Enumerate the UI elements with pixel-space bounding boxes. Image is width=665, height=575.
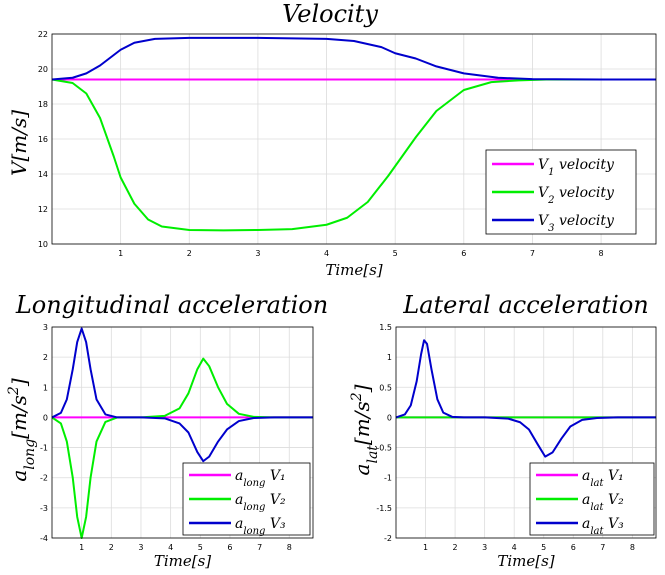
y-tick-label: -0.5 [376,444,392,453]
y-tick-label: 0.5 [379,383,392,392]
x-tick-label: 5 [541,543,546,552]
legend-entry-2: V2 velocity [538,185,615,206]
legend-entry-3: along V₃ [235,516,286,537]
series-line-3 [51,327,313,463]
legend-entry-2: along V₂ [235,492,286,513]
x-tick-label: 3 [138,543,143,552]
y-tick-label: 20 [38,65,48,74]
x-tick-label: 6 [571,543,576,552]
legend-entry-3: alat V₃ [582,516,624,537]
series-line-3 [395,339,656,458]
x-tick-label: 2 [109,543,114,552]
y-tick-label: 12 [38,205,48,214]
chart-vel: 1 2 3 4 5 6 7 810121416182022VelocityTime[s]V[m… [7,0,657,279]
x-tick-label: 8 [630,543,635,552]
y-tick-label: -1 [384,474,392,483]
y-tick-label: -2 [384,534,392,543]
x-tick-label: 1 [423,543,428,552]
legend: along V₁ along V₂ along V₃ [182,462,311,537]
series-line-2 [51,357,313,539]
chart-title: Lateral acceleration [402,291,648,319]
x-tick-label: 3 [482,543,487,552]
y-tick-label: 1 [387,353,392,362]
legend-entry-1: V1 velocity [538,157,615,178]
plot-frame [395,326,657,539]
legend-entry-1: alat V₁ [582,468,624,489]
x-tick-label: 7 [257,543,262,552]
y-tick-label: 22 [38,30,48,39]
series-line-2 [51,78,656,232]
x-tick-label: 1 [79,543,84,552]
y-tick-label: 1.5 [379,323,392,332]
plot-frame [51,33,657,245]
y-tick-label: 16 [38,135,48,144]
chart-long: 1 2 3 4 5 6 7 8 -4 -3 -2 -1 0 1 2 3 Longitudinal acceler… [6,291,328,570]
chart-title: Longitudinal acceleration [15,291,328,319]
y-axis-label: V[m/s] [7,110,31,176]
x-tick-label: 6 [227,543,232,552]
x-tick-label: 1 [118,249,123,258]
y-tick-label: 14 [38,170,48,179]
legend: alat V₁ alat V₂ alat V₃ [529,462,655,537]
x-tick-label: 4 [512,543,517,552]
x-tick-label: 6 [461,249,466,258]
chart-lat: 1 2 3 4 5 6 7 8 -2 -1.5 -1 -0.5 0 0.5 1 1.5 Lateral acce… [349,291,657,570]
plot-frame [51,326,314,539]
x-tick-label: 8 [287,543,292,552]
y-tick-label: -2 [40,474,48,483]
x-tick-label: 4 [324,249,329,258]
y-tick-label: -1 [40,444,48,453]
y-tick-label: 18 [38,100,48,109]
y-tick-label: 0 [43,413,48,422]
legend-entry-3: V3 velocity [538,213,615,234]
x-tick-label: 8 [599,249,604,258]
legend-entry-1: along V₁ [235,468,286,489]
y-tick-label: 3 [43,323,48,332]
chart-title: Velocity [282,0,378,28]
series-line-3 [51,36,656,81]
y-tick-label: 1 [43,383,48,392]
legend-entry-2: alat V₂ [582,492,624,513]
x-tick-label: 4 [168,543,173,552]
y-tick-label: 2 [43,353,48,362]
x-axis-label: Time[s] [497,552,554,570]
y-tick-label: 0 [387,413,392,422]
x-tick-label: 5 [393,249,398,258]
x-axis-label: Time[s] [154,552,211,570]
x-tick-label: 7 [600,543,605,552]
legend: V1 velocity V2 velocity V3 velocity [485,149,637,235]
x-tick-label: 7 [530,249,535,258]
y-tick-label: -1.5 [376,504,392,513]
x-tick-label: 3 [255,249,260,258]
x-axis-label: Time[s] [325,261,382,279]
x-tick-label: 2 [453,543,458,552]
y-axis-label: along[m/s2] [6,378,38,482]
x-tick-label: 2 [187,249,192,258]
x-tick-label: 5 [198,543,203,552]
y-tick-label: 10 [38,240,48,249]
y-tick-label: -4 [40,534,48,543]
y-tick-label: -3 [40,504,48,513]
y-axis-label: alat[m/s2] [349,384,381,475]
